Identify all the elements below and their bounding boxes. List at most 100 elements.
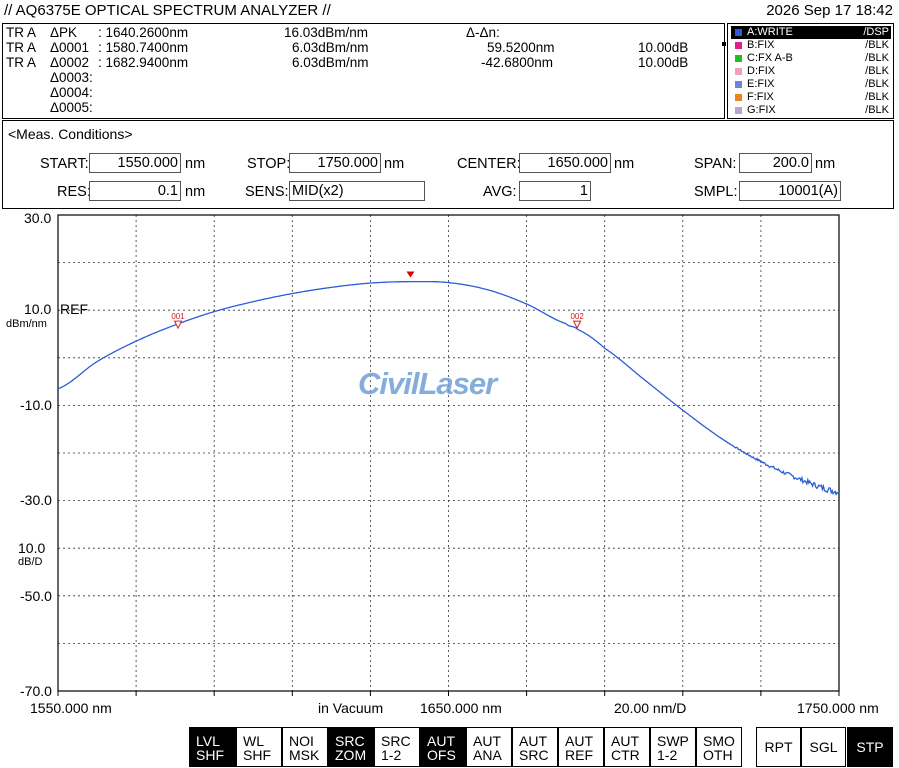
softkey-line1: LVL [196,733,220,749]
trace-item-a[interactable]: A:WRITE /DSP [731,26,891,39]
softkey-src-1-2[interactable]: SRC 1-2 [374,727,420,767]
marker-name: Δ0001 [50,40,90,55]
marker-level: 6.03dBm/nm [292,40,369,55]
span-field[interactable]: 200.0 [739,153,812,173]
softkey-line2: 1-2 [657,747,678,763]
y-unit-label: dBm/nm [6,318,47,330]
active-trace-indicator [722,42,726,46]
trace-mode: /BLK [865,78,889,90]
softkey-line1: WL [243,733,264,749]
peak-marker [406,271,415,278]
marker-trace: TR A [6,40,37,55]
trace-mode: /BLK [865,91,889,103]
y-tick-label: -30.0 [20,492,52,508]
marker-delta-level: 10.00dB [638,40,689,55]
x-start-label: 1550.000 nm [30,700,112,716]
trace-color-swatch [735,107,742,114]
marker-name: Δ0005: [50,100,93,115]
softkey-line2: OFS [427,747,456,763]
stop-field[interactable]: 1750.000 [289,153,381,173]
measurement-conditions-panel [2,120,894,209]
softkey-smo-oth[interactable]: SMO OTH [696,727,742,767]
trace-name: A:WRITE [747,26,793,38]
softkey-line1: SRC [381,733,411,749]
softkey-wl-shf[interactable]: WL SHF [236,727,282,767]
marker-name: Δ0003: [50,70,93,85]
sens-field[interactable]: MID(x2) [289,181,425,201]
start-field[interactable]: 1550.000 [89,153,181,173]
marker-row-peak: TR A [6,25,37,41]
trace-item-d[interactable]: D:FIX /BLK [731,65,891,78]
span-label: SPAN: [694,156,737,172]
marker-name: ΔPK [50,25,78,40]
trace-list-panel: A:WRITE /DSP B:FIX /BLK C:FX A-B /BLK D:… [727,23,894,119]
trace-item-e[interactable]: E:FIX /BLK [731,78,891,91]
trace-name: E:FIX [747,78,775,90]
center-unit: nm [614,156,635,172]
spectrum-chart[interactable]: 001 002 [0,210,899,726]
softkey-aut-ref[interactable]: AUT REF [558,727,604,767]
res-label: RES: [57,184,91,200]
marker-wavelength: : 1580.7400nm [98,40,189,55]
avg-field[interactable]: 1 [519,181,591,201]
trace-item-b[interactable]: B:FIX /BLK [731,39,891,52]
trace-mode: /BLK [865,65,889,77]
marker-001: 001 [171,312,185,330]
softkey-swp-1-2[interactable]: SWP 1-2 [650,727,696,767]
marker-wavelength: : 1682.9400nm [98,55,189,70]
center-field[interactable]: 1650.000 [519,153,611,173]
start-unit: nm [185,156,206,172]
trace-mode: /BLK [865,52,889,64]
span-unit: nm [815,156,836,172]
marker-002: 002 [570,312,584,330]
marker-001-label: 001 [171,312,185,321]
softkey-aut-ofs[interactable]: AUT OFS [420,727,466,767]
softkey-line1: AUT [473,733,501,749]
trace-color-swatch [735,81,742,88]
sens-label: SENS: [245,184,289,200]
stop-unit: nm [384,156,405,172]
marker-level: 16.03dBm/nm [284,25,369,40]
softkey-noi-msk[interactable]: NOI MSK [282,727,328,767]
y-tick-label: -70.0 [20,683,52,699]
smpl-field[interactable]: 10001(A) [739,181,841,201]
trace-color-swatch [735,94,742,101]
sweep-key-rpt[interactable]: RPT [756,727,801,767]
softkey-aut-ctr[interactable]: AUT CTR [604,727,650,767]
softkey-lvl-shf[interactable]: LVL SHF [189,727,236,767]
softkey-aut-ana[interactable]: AUT ANA [466,727,512,767]
y-tick-label: -50.0 [20,588,52,604]
softkey-line1: AUT [565,733,593,749]
softkey-aut-src[interactable]: AUT SRC [512,727,558,767]
res-unit: nm [185,184,206,200]
softkey-line1: AUT [427,733,455,749]
trace-mode: /DSP [863,26,889,38]
y-tick-label: 30.0 [24,210,52,226]
sweep-key-sgl[interactable]: SGL [801,727,846,767]
chart-grid [57,215,840,696]
softkey-line2: CTR [611,747,640,763]
trace-color-swatch [735,29,742,36]
marker-002-triangle [572,320,582,330]
softkey-line2: ANA [473,747,502,763]
softkey-line1: AUT [519,733,547,749]
trace-item-c[interactable]: C:FX A-B /BLK [731,52,891,65]
stop-label: STOP: [247,156,291,172]
trace-name: F:FIX [747,91,774,103]
marker-delta: -42.6800nm [481,55,554,70]
marker-wavelength: : 1640.2600nm [98,25,189,40]
marker-trace: TR A [6,25,37,40]
trace-name: B:FIX [747,39,775,51]
softkey-src-zom[interactable]: SRC ZOM [328,727,374,767]
title-bar: // AQ6375E OPTICAL SPECTRUM ANALYZER // … [0,0,899,22]
sweep-key-stp[interactable]: STP [847,727,893,767]
trace-item-g[interactable]: G:FIX /BLK [731,104,891,117]
softkey-line1: AUT [611,733,639,749]
res-field[interactable]: 0.1 [89,181,181,201]
trace-item-f[interactable]: F:FIX /BLK [731,91,891,104]
trace-mode: /BLK [865,104,889,116]
app-title: // AQ6375E OPTICAL SPECTRUM ANALYZER // [4,2,331,19]
marker-info-panel [2,23,725,119]
x-medium-label: in Vacuum [318,700,384,716]
marker-001-triangle [173,320,183,330]
